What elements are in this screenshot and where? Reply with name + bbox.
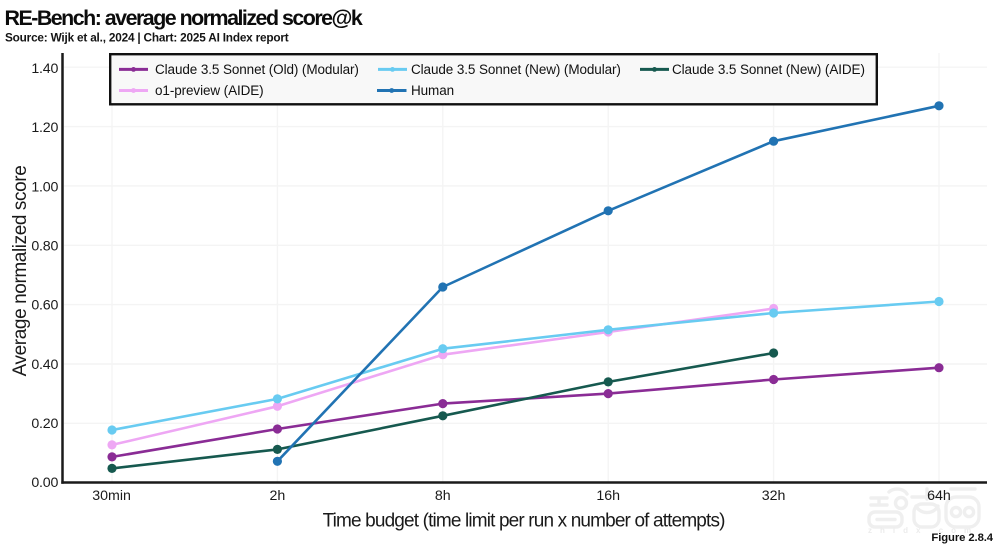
svg-text:Claude 3.5 Sonnet (New) (Modul: Claude 3.5 Sonnet (New) (Modular) <box>411 62 621 77</box>
svg-text:0.80: 0.80 <box>31 239 58 255</box>
svg-text:zhidx com: zhidx com <box>868 526 979 535</box>
svg-text:Time budget (time limit per ru: Time budget (time limit per run x number… <box>323 511 725 532</box>
svg-text:1.40: 1.40 <box>31 61 58 77</box>
svg-text:Claude 3.5 Sonnet (Old) (Modul: Claude 3.5 Sonnet (Old) (Modular) <box>155 62 359 77</box>
svg-text:2h: 2h <box>270 488 286 504</box>
svg-text:30min: 30min <box>92 488 131 504</box>
svg-text:1.20: 1.20 <box>31 120 58 136</box>
svg-text:0.00: 0.00 <box>31 475 58 491</box>
svg-text:Average normalized score: Average normalized score <box>10 166 31 377</box>
svg-text:0.60: 0.60 <box>31 298 58 314</box>
svg-text:64h: 64h <box>927 488 951 504</box>
svg-text:0.40: 0.40 <box>31 357 58 373</box>
svg-text:8h: 8h <box>435 488 451 504</box>
svg-text:o1-preview (AIDE): o1-preview (AIDE) <box>155 83 264 98</box>
svg-text:Figure 2.8.4: Figure 2.8.4 <box>931 532 993 544</box>
svg-text:Claude 3.5 Sonnet (New) (AIDE): Claude 3.5 Sonnet (New) (AIDE) <box>672 62 865 77</box>
svg-text:1.00: 1.00 <box>31 179 58 195</box>
svg-text:RE-Bench: average normalized s: RE-Bench: average normalized score@k <box>5 6 363 30</box>
svg-text:Source: Wijk et al., 2024 | Ch: Source: Wijk et al., 2024 | Chart: 2025 … <box>5 31 289 45</box>
svg-text:32h: 32h <box>762 488 786 504</box>
svg-text:16h: 16h <box>596 488 620 504</box>
svg-text:Human: Human <box>411 83 454 98</box>
svg-text:0.20: 0.20 <box>31 416 58 432</box>
